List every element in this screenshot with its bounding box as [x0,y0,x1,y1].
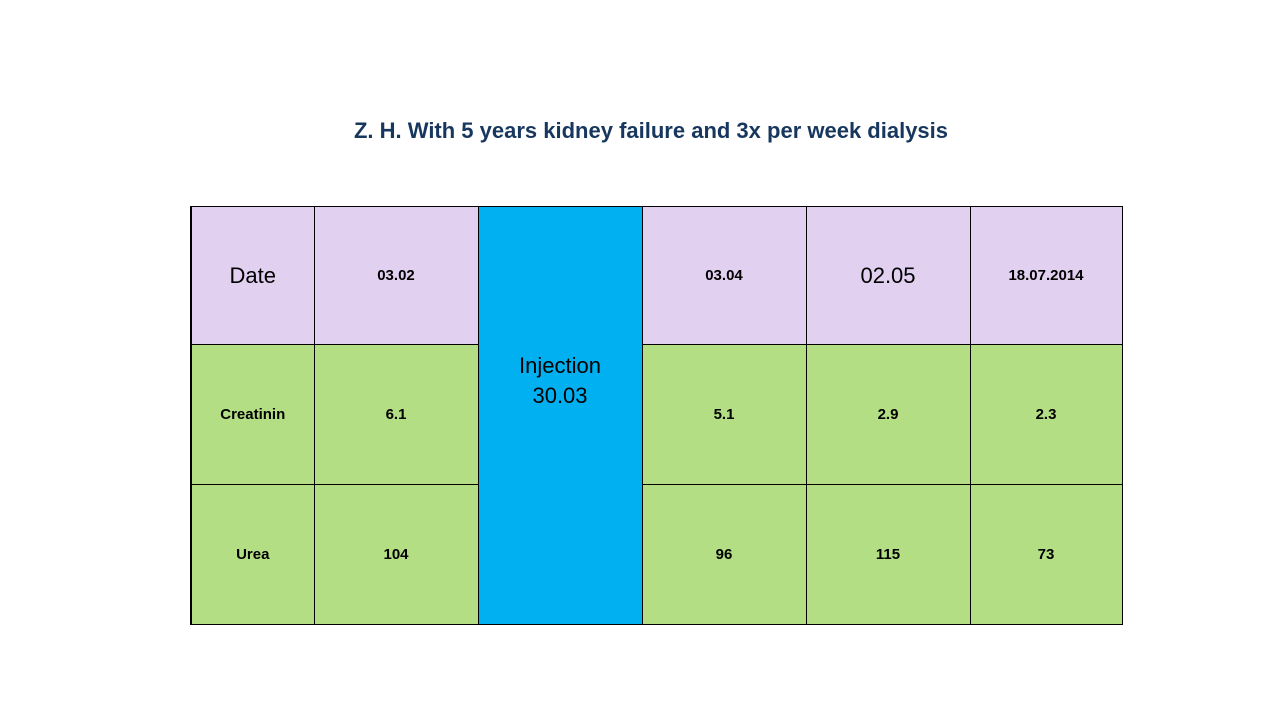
table-row-urea: Urea 104 96 115 73 [190,484,1123,625]
table-row-date: Date 03.02 Injection 30.03 03.04 02.05 1… [190,206,1123,625]
slide-title: Z. H. With 5 years kidney failure and 3x… [353,118,949,143]
table-row-creatinin: Creatinin 6.1 5.1 2.9 2.3 [190,344,1123,485]
date-cell: 03.04 [641,206,807,345]
injection-date: 30.03 [532,382,588,408]
creatinin-value-cell: 5.1 [641,344,807,485]
creatinin-row-label: Creatinin [190,344,315,485]
date-cell: 02.05 [805,206,971,345]
date-cell: 18.07.2014 [969,206,1123,345]
urea-row-label: Urea [190,484,315,625]
creatinin-value-cell: 2.9 [805,344,971,485]
urea-value-cell: 96 [641,484,807,625]
creatinin-value-cell: 6.1 [313,344,479,485]
lab-results-table: Date 03.02 Injection 30.03 03.04 02.05 1… [190,206,1123,625]
date-row-label: Date [190,206,315,345]
urea-value-cell: 104 [313,484,479,625]
creatinin-value-cell: 2.3 [969,344,1123,485]
injection-label: Injection [519,352,601,378]
date-cell: 03.02 [313,206,479,345]
injection-column: Injection 30.03 [477,206,643,625]
urea-value-cell: 73 [969,484,1123,625]
urea-value-cell: 115 [805,484,971,625]
